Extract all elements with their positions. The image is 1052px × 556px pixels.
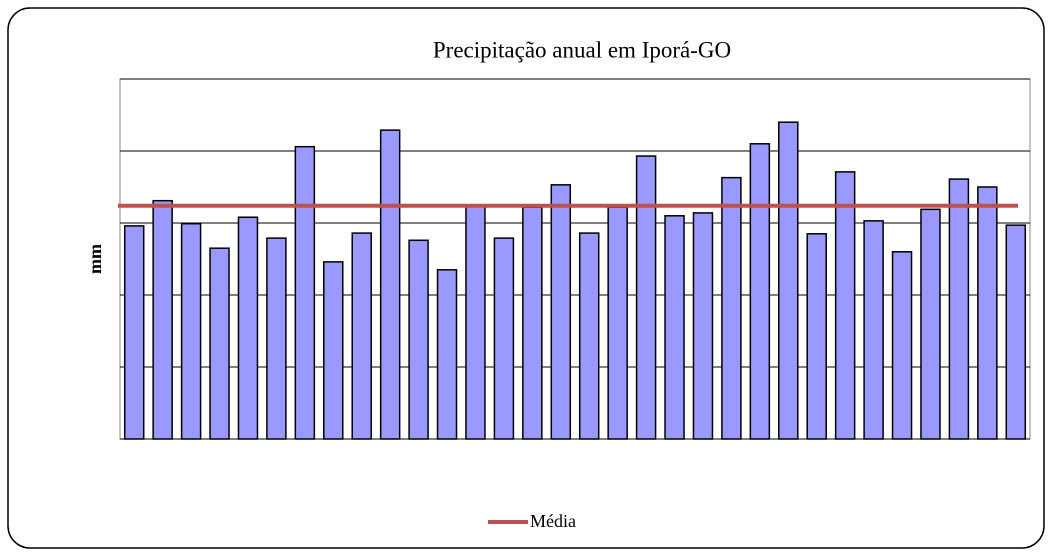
bar (607, 206, 628, 440)
bar (692, 212, 714, 440)
legend-label: Média (530, 511, 576, 531)
bar (408, 239, 429, 440)
y-axis-label: mm (85, 244, 105, 274)
bar (891, 251, 913, 440)
bar (522, 206, 543, 440)
bar (237, 216, 259, 440)
bar (749, 143, 771, 440)
bar (323, 261, 344, 440)
bar (778, 121, 799, 440)
chart-title: Precipitação anual em Iporá-GO (433, 37, 731, 62)
bar (209, 247, 230, 440)
bar (863, 220, 884, 440)
bar (152, 199, 173, 440)
bar (977, 186, 998, 440)
bar (123, 225, 145, 440)
bar (379, 129, 401, 440)
bar (266, 237, 287, 440)
bar (721, 176, 742, 440)
bar (806, 233, 827, 440)
bar (948, 178, 970, 440)
bar (920, 208, 941, 440)
bar (834, 171, 856, 440)
bar (664, 215, 685, 440)
bar (436, 269, 458, 440)
bar (493, 237, 515, 440)
bar (465, 204, 486, 440)
bar (578, 232, 600, 440)
bar (294, 145, 316, 440)
bar (1005, 224, 1027, 440)
bar (351, 232, 372, 440)
bar (635, 155, 657, 440)
bar (180, 222, 202, 440)
bar (550, 184, 572, 440)
